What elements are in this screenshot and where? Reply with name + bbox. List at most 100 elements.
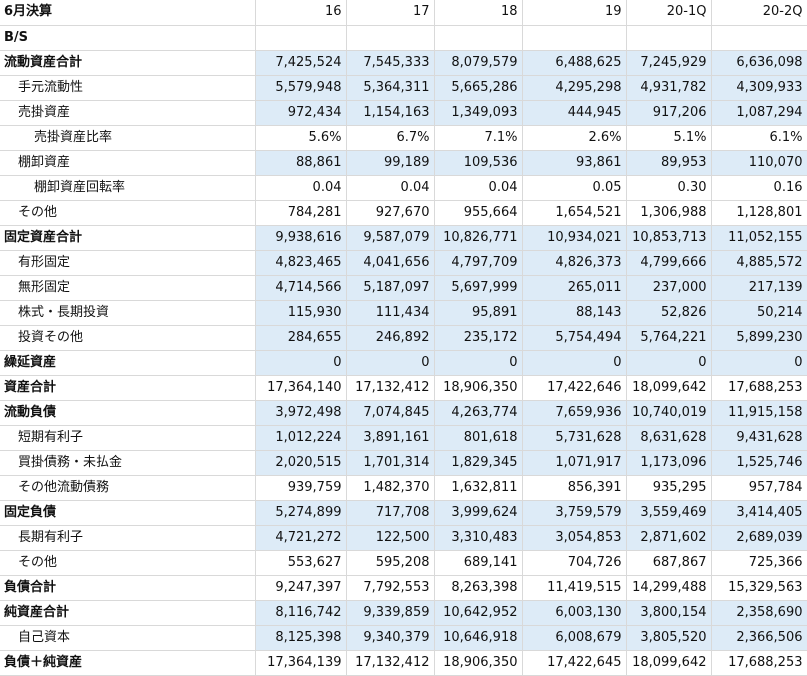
value-cell[interactable]: 111,434 (346, 300, 435, 326)
value-cell[interactable]: 0 (434, 350, 523, 376)
value-cell[interactable]: 5,697,999 (434, 275, 523, 301)
value-cell[interactable]: 10,853,713 (626, 225, 712, 251)
value-cell[interactable]: 1,654,521 (522, 200, 627, 226)
value-cell[interactable]: 15,329,563 (711, 575, 807, 601)
row-label-cell[interactable]: 繰延資産 (0, 350, 256, 376)
value-cell[interactable]: 115,930 (255, 300, 347, 326)
value-cell[interactable]: 50,214 (711, 300, 807, 326)
value-cell[interactable]: 0 (255, 350, 347, 376)
value-cell[interactable]: 725,366 (711, 550, 807, 576)
value-cell[interactable]: 7,792,553 (346, 575, 435, 601)
value-cell[interactable]: 1,701,314 (346, 450, 435, 476)
value-cell[interactable]: 18,906,350 (434, 650, 523, 676)
row-label-cell[interactable]: 短期有利子 (0, 425, 256, 451)
value-cell[interactable]: 284,655 (255, 325, 347, 351)
value-cell[interactable]: 14,299,488 (626, 575, 712, 601)
value-cell[interactable]: 52,826 (626, 300, 712, 326)
value-cell[interactable]: 4,714,566 (255, 275, 347, 301)
value-cell[interactable]: 17,422,645 (522, 650, 627, 676)
value-cell[interactable]: 4,885,572 (711, 250, 807, 276)
value-cell[interactable]: 99,189 (346, 150, 435, 176)
value-cell[interactable]: 0 (346, 350, 435, 376)
header-column-cell[interactable]: 17 (346, 0, 435, 26)
row-label-cell[interactable]: 資産合計 (0, 375, 256, 401)
value-cell[interactable]: 784,281 (255, 200, 347, 226)
row-label-cell[interactable]: 長期有利子 (0, 525, 256, 551)
row-label-cell[interactable]: 有形固定 (0, 250, 256, 276)
value-cell[interactable]: 110,070 (711, 150, 807, 176)
value-cell[interactable]: 17,688,253 (711, 650, 807, 676)
value-cell[interactable]: 0 (711, 350, 807, 376)
value-cell[interactable]: 444,945 (522, 100, 627, 126)
value-cell[interactable]: 3,999,624 (434, 500, 523, 526)
value-cell[interactable]: 9,938,616 (255, 225, 347, 251)
value-cell[interactable]: 17,422,646 (522, 375, 627, 401)
value-cell[interactable]: 1,012,224 (255, 425, 347, 451)
value-cell[interactable]: 0 (522, 350, 627, 376)
value-cell[interactable]: 88,861 (255, 150, 347, 176)
value-cell[interactable]: 265,011 (522, 275, 627, 301)
value-cell[interactable]: 4,931,782 (626, 75, 712, 101)
value-cell[interactable]: 957,784 (711, 475, 807, 501)
value-cell[interactable]: 939,759 (255, 475, 347, 501)
value-cell[interactable]: 5,274,899 (255, 500, 347, 526)
value-cell[interactable]: 6,003,130 (522, 600, 627, 626)
value-cell[interactable]: 0.04 (434, 175, 523, 201)
value-cell[interactable]: 856,391 (522, 475, 627, 501)
value-cell[interactable]: 1,154,163 (346, 100, 435, 126)
value-cell[interactable]: 704,726 (522, 550, 627, 576)
value-cell[interactable]: 10,646,918 (434, 625, 523, 651)
value-cell[interactable]: 5,899,230 (711, 325, 807, 351)
value-cell[interactable]: 89,953 (626, 150, 712, 176)
header-column-cell[interactable]: 20-1Q (626, 0, 712, 26)
row-label-cell[interactable]: 手元流動性 (0, 75, 256, 101)
value-cell[interactable]: 2,358,690 (711, 600, 807, 626)
value-cell[interactable]: 246,892 (346, 325, 435, 351)
value-cell[interactable]: 9,339,859 (346, 600, 435, 626)
value-cell[interactable]: 10,826,771 (434, 225, 523, 251)
value-cell[interactable]: 2,020,515 (255, 450, 347, 476)
value-cell[interactable]: 6.1% (711, 125, 807, 151)
value-cell[interactable]: 3,891,161 (346, 425, 435, 451)
value-cell[interactable]: 93,861 (522, 150, 627, 176)
row-label-cell[interactable]: 売掛資産 (0, 100, 256, 126)
section-label-cell[interactable]: B/S (0, 25, 256, 51)
value-cell[interactable]: 17,132,412 (346, 650, 435, 676)
row-label-cell[interactable]: 無形固定 (0, 275, 256, 301)
value-cell[interactable]: 0.05 (522, 175, 627, 201)
value-cell[interactable]: 9,247,397 (255, 575, 347, 601)
header-column-cell[interactable]: 20-2Q (711, 0, 807, 26)
value-cell[interactable]: 972,434 (255, 100, 347, 126)
value-cell[interactable]: 2,366,506 (711, 625, 807, 651)
value-cell[interactable]: 18,099,642 (626, 650, 712, 676)
row-label-cell[interactable]: 純資産合計 (0, 600, 256, 626)
value-cell[interactable]: 3,414,405 (711, 500, 807, 526)
row-label-cell[interactable]: 売掛資産比率 (0, 125, 256, 151)
value-cell[interactable]: 0.04 (255, 175, 347, 201)
value-cell[interactable]: 4,041,656 (346, 250, 435, 276)
value-cell[interactable]: 3,054,853 (522, 525, 627, 551)
value-cell[interactable]: 935,295 (626, 475, 712, 501)
value-cell[interactable]: 2,689,039 (711, 525, 807, 551)
value-cell[interactable]: 95,891 (434, 300, 523, 326)
row-label-cell[interactable]: 投資その他 (0, 325, 256, 351)
value-cell[interactable]: 5,187,097 (346, 275, 435, 301)
value-cell[interactable]: 7,245,929 (626, 50, 712, 76)
value-cell[interactable]: 1,525,746 (711, 450, 807, 476)
value-cell[interactable]: 689,141 (434, 550, 523, 576)
value-cell[interactable]: 8,079,579 (434, 50, 523, 76)
row-label-cell[interactable]: 固定負債 (0, 500, 256, 526)
value-cell[interactable]: 6,008,679 (522, 625, 627, 651)
value-cell[interactable]: 1,128,801 (711, 200, 807, 226)
value-cell[interactable]: 11,915,158 (711, 400, 807, 426)
value-cell[interactable]: 6.7% (346, 125, 435, 151)
value-cell[interactable]: 2,871,602 (626, 525, 712, 551)
value-cell[interactable]: 17,688,253 (711, 375, 807, 401)
value-cell[interactable]: 7,074,845 (346, 400, 435, 426)
row-label-cell[interactable]: 自己資本 (0, 625, 256, 651)
value-cell[interactable]: 7.1% (434, 125, 523, 151)
value-cell[interactable]: 1,173,096 (626, 450, 712, 476)
value-cell[interactable]: 3,972,498 (255, 400, 347, 426)
value-cell[interactable]: 4,295,298 (522, 75, 627, 101)
value-cell[interactable]: 4,309,933 (711, 75, 807, 101)
